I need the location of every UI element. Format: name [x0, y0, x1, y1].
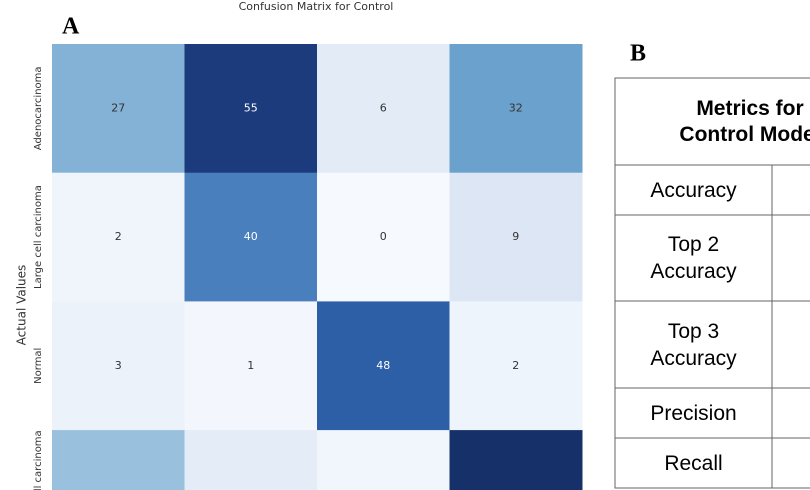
metric-name: Precision: [650, 401, 737, 425]
chart-title: Confusion Matrix for Control: [239, 0, 394, 13]
cell-value: 32: [509, 101, 523, 114]
cell-value: 0: [380, 230, 387, 243]
metric-name: Top 3 Accuracy: [650, 319, 737, 370]
table-title: Metrics for Control Model: [679, 96, 810, 146]
heatmap-cell: [52, 172, 185, 302]
cell-value: 55: [244, 101, 258, 114]
metric-name: Recall: [664, 451, 723, 475]
heatmap-cell: [184, 301, 318, 431]
cell-value: 2: [512, 359, 519, 372]
table-cell: Recall: [664, 451, 723, 475]
heatmap-cell: [184, 172, 318, 302]
cell-value: 27: [111, 101, 125, 114]
table-cell: Accuracy: [650, 178, 737, 202]
heatmap-cell: [449, 430, 583, 490]
panel-label: B: [630, 41, 646, 67]
metrics-table: Metrics for Control Model Accuracy Top 2 …: [614, 77, 810, 489]
heatmap-cell: [52, 301, 185, 431]
heatmap-cell: [52, 44, 185, 174]
cell-value: 9: [512, 230, 519, 243]
heatmap-cell: [449, 172, 583, 302]
heatmap-cell: [449, 44, 583, 174]
heatmap-cell: [449, 301, 583, 431]
cell-value: 1: [247, 359, 254, 372]
cell-value: 2: [115, 230, 122, 243]
table-cell: Precision: [650, 401, 737, 425]
row-label: Normal: [33, 348, 44, 384]
heatmap-cell: [184, 44, 318, 174]
table-header: Metrics for Control Model: [679, 96, 810, 146]
row-label: Adenocarcinoma: [33, 66, 44, 150]
metric-name: Accuracy: [650, 178, 737, 202]
row-label: Squamous cell carcinoma: [33, 430, 44, 490]
y-axis-label: Actual Values: [15, 265, 29, 346]
heatmap-cell: [317, 430, 450, 490]
heatmap-cell: [317, 172, 450, 302]
cell-value: 3: [115, 359, 122, 372]
cell-value: 6: [380, 101, 387, 114]
heatmap-cell: [317, 301, 450, 431]
cell-value: 40: [244, 230, 258, 243]
heatmap-cell: [317, 44, 450, 174]
heatmap-cell: [184, 430, 318, 490]
heatmap-cell: [52, 430, 185, 490]
row-label: Large cell carcinoma: [33, 185, 44, 289]
cell-value: 48: [376, 359, 390, 372]
metric-name: Top 2 Accuracy: [650, 233, 737, 283]
table-cell: Top 2 Accuracy: [650, 233, 737, 283]
table-cell: Top 3 Accuracy: [650, 319, 737, 370]
panel-label: A: [62, 14, 80, 40]
